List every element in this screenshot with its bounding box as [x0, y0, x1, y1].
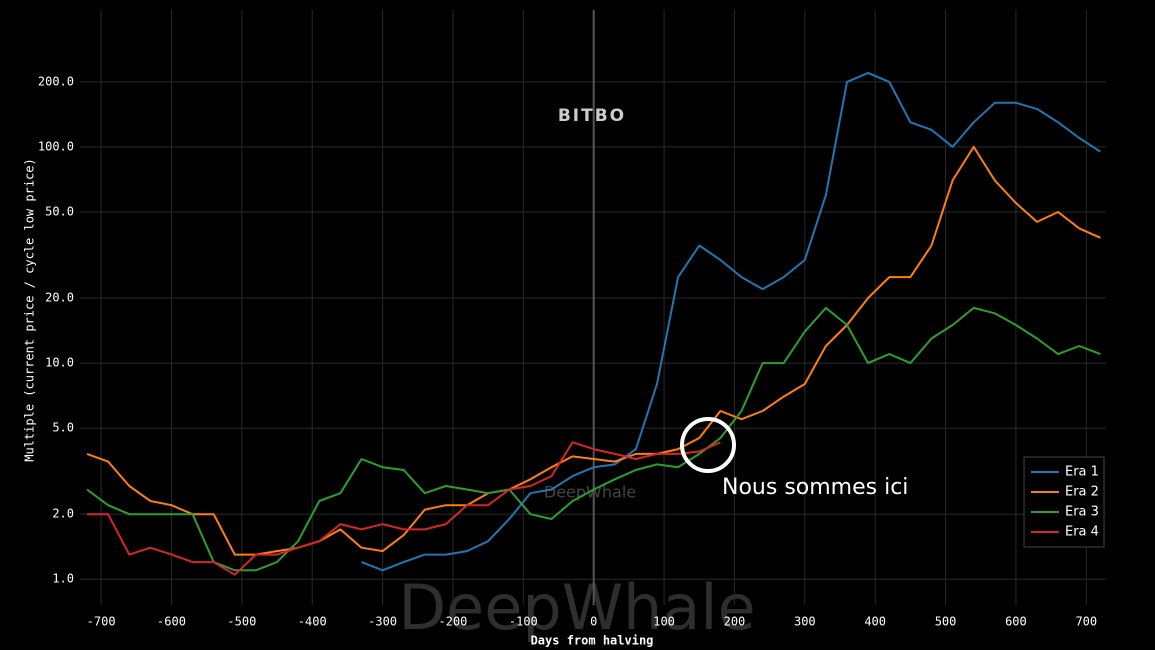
y-tick-label: 5.0: [52, 421, 74, 435]
annotation-circle: [680, 417, 736, 473]
y-tick-label: 200.0: [38, 74, 74, 88]
x-tick-label: -400: [298, 615, 327, 629]
series-line: [361, 71, 1101, 572]
y-tick-label: 2.0: [52, 507, 74, 521]
y-tick-label: 1.0: [52, 572, 74, 586]
x-tick-label: 100: [653, 615, 675, 629]
x-tick-label: -200: [439, 615, 468, 629]
x-tick-label: 0: [590, 615, 597, 629]
y-axis-title: Multiple (current price / cycle low pric…: [23, 158, 37, 461]
x-tick-label: -700: [87, 615, 116, 629]
x-tick-label: -300: [368, 615, 397, 629]
legend-label: Era 3: [1065, 505, 1099, 520]
x-tick-label: -100: [509, 615, 538, 629]
x-axis-title: Days from halving: [531, 634, 654, 648]
watermark: DeepWhale: [398, 571, 755, 644]
x-tick-label: -600: [157, 615, 186, 629]
annotation-text: Nous sommes ici: [722, 475, 908, 500]
x-tick-label: 600: [1005, 615, 1027, 629]
y-tick-label: 20.0: [45, 291, 74, 305]
x-tick-label: 500: [935, 615, 957, 629]
legend-label: Era 1: [1065, 465, 1099, 480]
series-line: [87, 441, 721, 576]
x-tick-label: 400: [864, 615, 886, 629]
x-tick-label: -500: [227, 615, 256, 629]
y-tick-label: 100.0: [38, 139, 74, 153]
x-tick-label: 300: [794, 615, 816, 629]
x-tick-label: 200: [724, 615, 746, 629]
x-tick-label: 700: [1075, 615, 1097, 629]
logo-watermark: BITBO: [558, 106, 626, 126]
y-tick-label: 50.0: [45, 204, 74, 218]
legend-label: Era 4: [1065, 525, 1099, 540]
series-line: [86, 306, 1101, 572]
legend-label: Era 2: [1065, 485, 1099, 500]
y-tick-label: 10.0: [45, 356, 74, 370]
